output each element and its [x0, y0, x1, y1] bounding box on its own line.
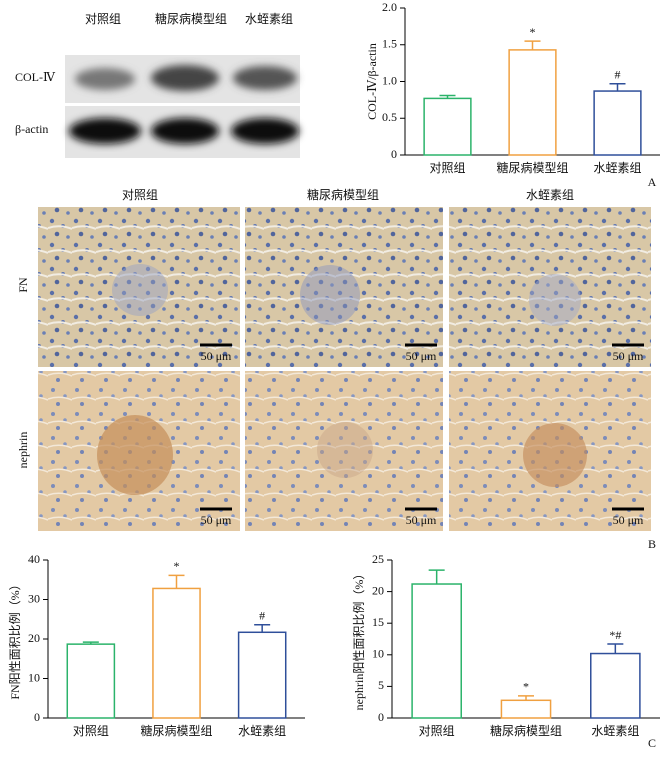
bar — [66, 643, 116, 719]
y-tick-label: 10 — [28, 670, 40, 684]
row-label: nephrin — [16, 432, 30, 469]
row-label: FN — [16, 277, 30, 293]
y-tick-label: 40 — [28, 552, 40, 566]
y-tick-label: 0 — [378, 710, 384, 724]
scale-label: 50 μm — [613, 349, 644, 363]
x-tick-label: 糖尿病模型组 — [490, 723, 562, 738]
x-tick-label: 对照组 — [419, 724, 455, 738]
y-axis-label: COL-Ⅳ/β-actin — [365, 43, 379, 120]
error-bar — [609, 82, 626, 92]
panel-label: A — [648, 175, 657, 189]
y-tick-label: 10 — [372, 647, 384, 661]
significance-mark: *# — [609, 628, 621, 642]
histology: 对照组 糖尿病模型组 水蛭素组 FN nephrin 50 μm 50 μm 5… — [16, 187, 656, 551]
error-bar — [524, 40, 541, 50]
significance-mark: # — [259, 609, 265, 623]
significance-mark: * — [174, 559, 180, 573]
blot-lane-label: 对照组 — [85, 12, 121, 26]
bar — [593, 90, 642, 156]
scale-bars: 50 μm 50 μm 50 μm 50 μm 50 μm 50 μm — [200, 343, 644, 527]
panel-label: B — [648, 537, 656, 551]
y-axis-label: FN阳性面积比例（%） — [8, 578, 22, 699]
error-bar — [168, 574, 185, 589]
y-tick-label: 15 — [372, 615, 384, 629]
bar — [411, 583, 462, 719]
error-bar — [254, 624, 271, 633]
column-header: 对照组 — [122, 188, 158, 202]
y-tick-label: 1.0 — [382, 73, 397, 87]
scale-label: 50 μm — [406, 513, 437, 527]
error-bar — [439, 94, 456, 99]
scale-label: 50 μm — [613, 513, 644, 527]
x-tick-label: 水蛭素组 — [238, 723, 286, 738]
scale-label: 50 μm — [201, 513, 232, 527]
x-tick-label: 水蛭素组 — [593, 160, 641, 175]
error-bar — [82, 641, 99, 645]
error-bar — [518, 695, 534, 701]
significance-mark: # — [615, 67, 621, 81]
blot-lane-label: 水蛭素组 — [245, 11, 293, 26]
y-tick-label: 1.5 — [382, 37, 397, 51]
y-tick-label: 2.0 — [382, 0, 397, 14]
x-tick-label: 水蛭素组 — [591, 723, 639, 738]
y-tick-label: 25 — [372, 552, 384, 566]
bar — [423, 97, 472, 156]
y-tick-label: 0.5 — [382, 110, 397, 124]
bar — [500, 699, 552, 719]
significance-mark: * — [523, 680, 529, 694]
blot-row-label: COL-Ⅳ — [15, 70, 56, 84]
column-header: 糖尿病模型组 — [307, 187, 379, 202]
bar — [237, 631, 287, 719]
y-axis-label: nephrin阳性面积比例（%） — [352, 568, 366, 711]
blot: 对照组 糖尿病模型组 水蛭素组 COL-Ⅳ β-actin — [15, 11, 300, 158]
error-bar — [428, 569, 445, 585]
bar — [152, 587, 201, 719]
x-tick-label: 糖尿病模型组 — [496, 160, 568, 175]
bar — [590, 652, 641, 719]
x-tick-label: 对照组 — [73, 724, 109, 738]
x-tick-label: 对照组 — [429, 161, 465, 175]
y-tick-label: 0 — [34, 710, 40, 724]
blot-lane-label: 糖尿病模型组 — [155, 11, 227, 26]
y-tick-label: 30 — [28, 591, 40, 605]
y-tick-label: 5 — [378, 678, 384, 692]
x-tick-label: 糖尿病模型组 — [140, 723, 212, 738]
bar — [508, 49, 557, 156]
blot-row-label: β-actin — [15, 122, 48, 136]
y-tick-label: 20 — [372, 583, 384, 597]
scale-label: 50 μm — [201, 349, 232, 363]
significance-mark: * — [530, 25, 536, 39]
y-tick-label: 20 — [28, 631, 40, 645]
error-bar — [607, 643, 624, 654]
scale-label: 50 μm — [406, 349, 437, 363]
column-header: 水蛭素组 — [526, 187, 574, 202]
y-tick-label: 0 — [391, 147, 397, 161]
panel-label: C — [648, 736, 656, 750]
